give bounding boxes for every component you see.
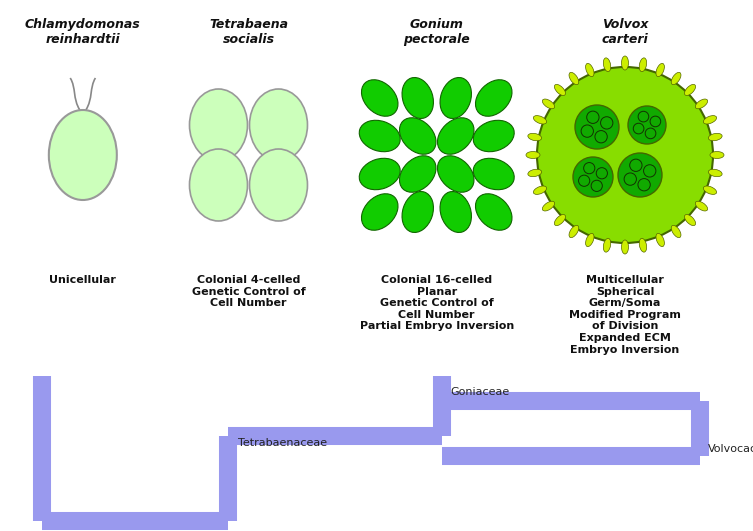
- Ellipse shape: [400, 156, 436, 192]
- Ellipse shape: [671, 225, 681, 238]
- Text: Volvox
carteri: Volvox carteri: [602, 18, 648, 46]
- Ellipse shape: [684, 84, 696, 96]
- Ellipse shape: [528, 133, 541, 141]
- Ellipse shape: [709, 133, 722, 141]
- Circle shape: [628, 106, 666, 144]
- Ellipse shape: [542, 201, 555, 211]
- Ellipse shape: [528, 169, 541, 177]
- Ellipse shape: [526, 151, 540, 158]
- Ellipse shape: [437, 156, 474, 192]
- Ellipse shape: [710, 151, 724, 158]
- Ellipse shape: [603, 58, 611, 72]
- Ellipse shape: [533, 186, 547, 194]
- Ellipse shape: [249, 149, 307, 221]
- Ellipse shape: [49, 110, 117, 200]
- Ellipse shape: [437, 118, 474, 154]
- Ellipse shape: [402, 78, 434, 118]
- Ellipse shape: [586, 234, 594, 246]
- Circle shape: [618, 153, 662, 197]
- Circle shape: [537, 67, 713, 243]
- Ellipse shape: [361, 194, 398, 230]
- Text: Goniaceae: Goniaceae: [450, 387, 509, 397]
- Ellipse shape: [474, 121, 514, 152]
- Ellipse shape: [603, 238, 611, 252]
- Ellipse shape: [569, 225, 579, 238]
- Text: Tetrabaenaceae: Tetrabaenaceae: [238, 438, 327, 448]
- Text: Unicellular: Unicellular: [50, 275, 116, 285]
- Text: Tetrabaena
socialis: Tetrabaena socialis: [209, 18, 288, 46]
- Ellipse shape: [703, 186, 717, 194]
- Text: Colonial 16-celled
Planar
Genetic Control of
Cell Number
Partial Embryo Inversio: Colonial 16-celled Planar Genetic Contro…: [360, 275, 514, 331]
- Text: Volvocaceae: Volvocaceae: [708, 444, 753, 454]
- Ellipse shape: [621, 240, 629, 254]
- Ellipse shape: [533, 116, 547, 124]
- Text: Gonium
pectorale: Gonium pectorale: [404, 18, 470, 46]
- Ellipse shape: [475, 194, 512, 230]
- Text: Multicellular
Spherical
Germ/Soma
Modified Program
of Division
Expanded ECM
Embr: Multicellular Spherical Germ/Soma Modifi…: [569, 275, 681, 355]
- Ellipse shape: [475, 80, 512, 116]
- Ellipse shape: [474, 158, 514, 190]
- Ellipse shape: [440, 78, 471, 118]
- Ellipse shape: [695, 99, 708, 109]
- Ellipse shape: [190, 89, 248, 161]
- Ellipse shape: [639, 58, 647, 72]
- Ellipse shape: [569, 72, 579, 84]
- Ellipse shape: [639, 238, 647, 252]
- Ellipse shape: [684, 215, 696, 226]
- Ellipse shape: [656, 63, 664, 76]
- Ellipse shape: [400, 118, 436, 154]
- Ellipse shape: [656, 234, 664, 246]
- Ellipse shape: [402, 192, 434, 233]
- Ellipse shape: [695, 201, 708, 211]
- Ellipse shape: [542, 99, 555, 109]
- Circle shape: [575, 105, 619, 149]
- Ellipse shape: [359, 158, 400, 190]
- Circle shape: [573, 157, 613, 197]
- Ellipse shape: [671, 72, 681, 84]
- Ellipse shape: [703, 116, 717, 124]
- Ellipse shape: [249, 89, 307, 161]
- Text: Chlamydomonas
reinhardtii: Chlamydomonas reinhardtii: [25, 18, 141, 46]
- Ellipse shape: [554, 84, 566, 96]
- Ellipse shape: [359, 121, 400, 152]
- Ellipse shape: [621, 56, 629, 70]
- Ellipse shape: [709, 169, 722, 177]
- Ellipse shape: [440, 192, 471, 233]
- Ellipse shape: [361, 80, 398, 116]
- Ellipse shape: [190, 149, 248, 221]
- Text: Colonial 4-celled
Genetic Control of
Cell Number: Colonial 4-celled Genetic Control of Cel…: [191, 275, 306, 308]
- Ellipse shape: [586, 63, 594, 76]
- Ellipse shape: [554, 215, 566, 226]
